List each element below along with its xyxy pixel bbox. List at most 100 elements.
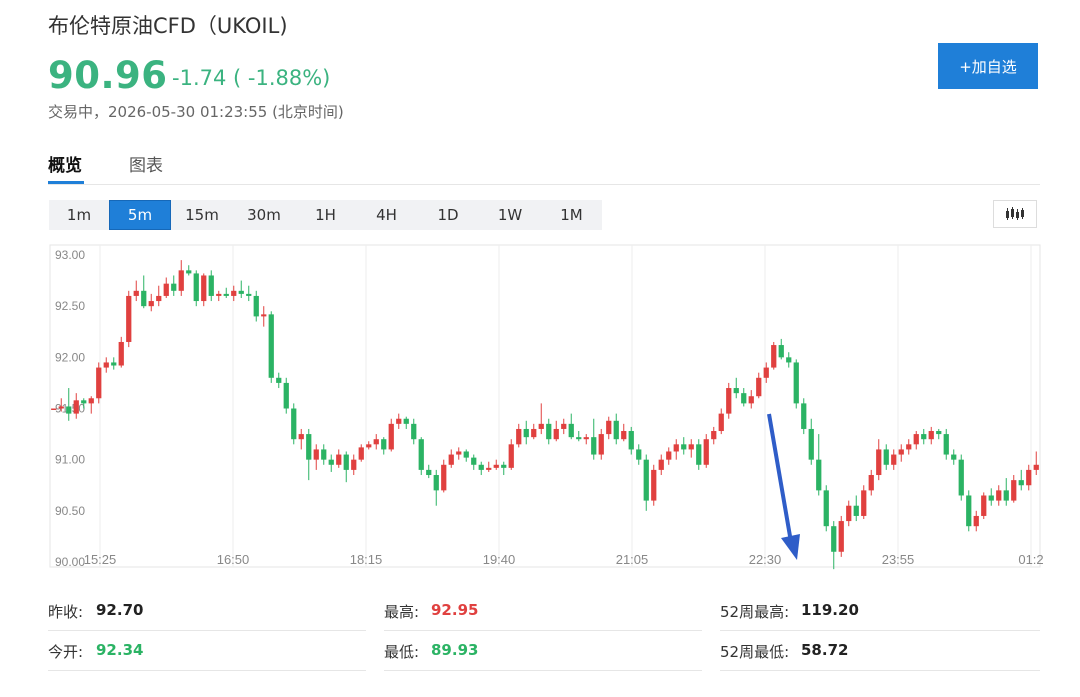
interval-selector: 1m 5m 15m 30m 1H 4H 1D 1W 1M [49,200,602,230]
candle-body [628,431,634,450]
candle-body [943,434,949,455]
price-change: -1.74 ( -1.88%) [172,66,331,90]
candle-body [996,490,1002,501]
x-tick-label: 15:25 [84,552,117,567]
candle-body [696,444,702,465]
stats-divider [48,630,366,631]
candle-body [163,283,169,296]
candle-body [643,459,649,501]
low-label: 最低: [384,643,420,661]
candle-body [553,428,559,440]
plot-frame [49,244,1041,568]
trading-status: 交易中，2026-05-30 01:23:55 (北京时间) [48,103,344,121]
candle-body [741,393,747,404]
candle-body [621,431,627,440]
candle-body [868,475,874,491]
candle-body [538,423,544,429]
y-tick-label: 92.50 [55,299,85,313]
candle-body [531,428,537,438]
candle-body [126,295,132,342]
candle-body [388,423,394,450]
candle-body [261,314,267,317]
candle-body [141,290,147,307]
candle-body [913,434,919,445]
candle-body [313,449,319,460]
candle-body [763,367,769,378]
interval-5m[interactable]: 5m [109,200,171,230]
candle-body [921,434,927,440]
tab-overview[interactable]: 概览 [48,156,82,176]
candle-body [658,459,664,470]
candle-body [523,428,529,438]
x-tick-label: 01:2 [1018,552,1043,567]
candle-body [396,418,402,424]
candle-body [583,437,589,440]
candle-body [861,490,867,516]
week52-high-value: 119.20 [801,601,859,619]
interval-1w[interactable]: 1W [497,206,523,224]
candle-body [561,423,567,429]
interval-30m[interactable]: 30m [247,206,281,224]
candle-body [193,273,199,302]
chart-type-button[interactable] [993,200,1037,228]
high-value: 92.95 [431,601,479,619]
candle-body [343,454,349,470]
candle-body [906,444,912,450]
interval-15m[interactable]: 15m [185,206,219,224]
candle-body [478,464,484,470]
candle-body [771,345,777,368]
candle-body [778,345,784,358]
add-to-watchlist-button[interactable]: +加自选 [938,43,1038,89]
candle-body [726,388,732,414]
candle-body [846,505,852,522]
candle-body [111,362,117,366]
candle-body [283,382,289,409]
candle-body [321,449,327,460]
candle-body [96,367,102,399]
interval-1d[interactable]: 1D [437,206,459,224]
candle-body [876,449,882,476]
open-value: 92.34 [96,641,144,659]
candle-body [291,408,297,440]
candle-body [133,290,139,296]
candle-body [681,444,687,450]
prev-close-label: 昨收: [48,603,84,621]
candle-body [733,388,739,394]
interval-4h[interactable]: 4H [376,206,397,224]
stats-divider [384,630,702,631]
interval-1h[interactable]: 1H [315,206,336,224]
candle-body [831,526,837,552]
candle-body [201,275,207,302]
candle-body [808,428,814,460]
candle-body [118,341,124,366]
candle-body [178,270,184,291]
tab-chart[interactable]: 图表 [129,156,163,176]
candle-body [418,439,424,470]
candle-body [1003,490,1009,501]
candle-body [853,505,859,516]
interval-1m[interactable]: 1m [66,206,92,224]
last-price: 90.96 [48,54,168,97]
candle-body [613,420,619,440]
interval-1mo[interactable]: 1M [560,206,583,224]
candle-body [748,396,754,404]
candle-body [381,439,387,450]
candle-body [981,495,987,516]
candle-body [441,464,447,491]
y-tick-label: 92.00 [55,350,85,364]
candle-body [148,301,154,307]
candle-body [486,467,492,470]
candle-body [426,469,432,476]
candle-body [688,444,694,450]
candle-body [306,434,312,460]
candle-body [366,444,372,448]
x-tick-label: 21:05 [616,552,649,567]
y-tick-label: 91.00 [55,453,85,467]
candle-body [231,290,237,296]
candle-body [246,293,252,296]
candle-body [958,459,964,496]
candle-body [156,295,162,302]
candle-body [576,437,582,440]
candle-body [88,398,94,404]
candle-body [666,451,672,460]
